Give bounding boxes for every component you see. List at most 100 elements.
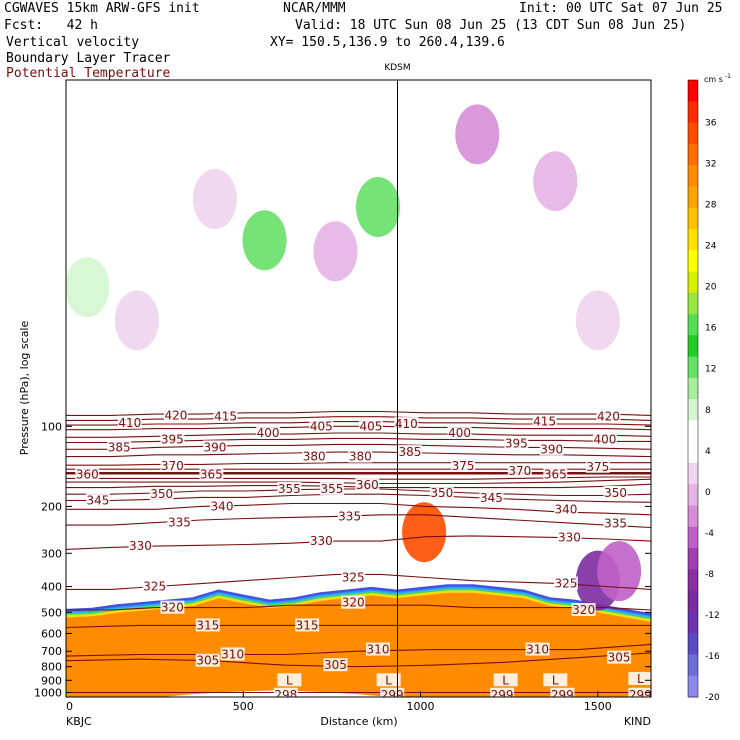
- isentrope-label-bg: [553, 576, 578, 590]
- isentrope-label-bg: [273, 687, 298, 697]
- isentrope-label-bg: [394, 416, 419, 430]
- header-model: CGWAVES 15km ARW-GFS init: [4, 1, 200, 16]
- y-tick-label: 100: [41, 420, 62, 433]
- field-potential-temperature: Potential Temperature: [6, 66, 171, 81]
- isentrope-label: 405: [359, 419, 382, 433]
- isentrope-label: 380: [303, 450, 326, 464]
- colorbar-swatch: [688, 526, 698, 549]
- isentrope-label-bg: [451, 459, 476, 473]
- isentrope-label-bg: [585, 459, 610, 473]
- isentrope-label: 360: [76, 468, 99, 482]
- isentrope-label-bg: [302, 449, 327, 463]
- vertical-velocity-cell: [114, 290, 159, 351]
- isentrope-label-bg: [525, 642, 550, 656]
- isentrope-label: 415: [533, 415, 556, 429]
- header-init: Init: 00 UTC Sat 07 Jun 25: [519, 1, 723, 16]
- isentrope-label: 305: [324, 658, 347, 672]
- colorbar-swatch: [688, 399, 698, 421]
- y-tick-label: 300: [41, 547, 62, 560]
- colorbar-swatch: [688, 250, 698, 272]
- isentrope-label-bg: [366, 642, 390, 656]
- colorbar-swatch: [688, 186, 698, 209]
- field-vertical-velocity: Vertical velocity: [6, 35, 140, 50]
- isentrope-label: L: [502, 673, 509, 687]
- isentrope-315: [66, 624, 651, 629]
- y-tick-label: 700: [41, 645, 62, 658]
- isentrope-330: [66, 535, 651, 550]
- isentrope-310: [66, 643, 651, 657]
- isentrope-label-bg: [319, 481, 344, 495]
- y-tick-label: 800: [41, 661, 62, 674]
- isentrope-label-bg: [117, 415, 142, 429]
- x-tick-label: 0: [66, 700, 73, 713]
- x-tick-label: 1000: [407, 700, 435, 713]
- isentrope-label: 365: [200, 468, 223, 482]
- colorbar-swatch: [688, 122, 698, 145]
- isentrope-label-bg: [557, 530, 582, 544]
- colorbar-swatch: [688, 165, 698, 187]
- boundary-layer-tracer-fill: [66, 592, 651, 697]
- isentrope-label-bg: [107, 440, 132, 454]
- station-marker-label: KDSM: [384, 63, 410, 73]
- colorbar-swatch: [688, 80, 698, 102]
- isentrope-label: 375: [452, 459, 475, 473]
- vertical-velocity-cell: [66, 257, 110, 318]
- isentrope-label: 325: [342, 571, 365, 585]
- isentrope-label-bg: [337, 509, 362, 523]
- colorbar-swatch: [688, 207, 698, 230]
- isentrope-label-bg: [628, 671, 651, 685]
- colorbar-swatch: [688, 143, 698, 166]
- colorbar-tick-label: -20: [705, 693, 720, 703]
- isentrope-label-bg: [504, 436, 529, 450]
- isentrope-label-bg: [376, 673, 401, 687]
- isentrope-label: 350: [150, 487, 173, 501]
- isentrope-label: 410: [395, 417, 418, 431]
- isentrope-label-bg: [447, 426, 472, 440]
- isentrope-label: 350: [430, 486, 453, 500]
- vertical-velocity-cell: [575, 290, 620, 351]
- isentrope-label: 335: [338, 509, 361, 523]
- isentrope-label-bg: [397, 445, 422, 459]
- isentrope-label-bg: [539, 442, 564, 456]
- vertical-velocity-cell: [533, 151, 578, 212]
- isentrope-label-bg: [309, 419, 334, 433]
- isentrope-label: 375: [586, 460, 609, 474]
- isentrope-label-bg: [167, 515, 192, 529]
- isentrope-label-bg: [160, 432, 185, 446]
- colorbar-unit-sup: -1: [725, 73, 731, 80]
- isentrope-label-bg: [355, 477, 380, 491]
- isentrope-label: 335: [604, 517, 627, 531]
- y-tick-label: 600: [41, 627, 62, 640]
- isentrope-label-bg: [195, 618, 220, 632]
- isentrope-label: 380: [349, 450, 372, 464]
- isentrope-label: 320: [342, 596, 365, 610]
- colorbar-unit: cm s: [704, 75, 723, 84]
- isentrope-label: 400: [448, 426, 471, 440]
- colorbar-swatch: [688, 654, 698, 677]
- y-axis-label: Pressure (hPa), log scale: [18, 321, 31, 456]
- isentrope-label: L: [286, 673, 293, 687]
- isentrope-label-bg: [277, 673, 302, 687]
- vertical-velocity-cell: [356, 176, 400, 237]
- colorbar-swatch: [688, 590, 698, 613]
- isentrope-label: 298: [274, 688, 297, 702]
- isentrope-label: 390: [203, 440, 226, 454]
- colorbar-swatch: [688, 377, 698, 400]
- isentrope-label-bg: [309, 534, 334, 548]
- header-org: NCAR/MMM: [283, 1, 346, 16]
- isentrope-420: [66, 410, 651, 416]
- isentrope-label: 355: [278, 482, 301, 496]
- y-tick-label: 500: [41, 606, 62, 619]
- header-fcst: Fcst: 42 h: [4, 18, 98, 33]
- isentrope-label: L: [552, 673, 559, 687]
- isentrope-label-bg: [507, 463, 532, 477]
- isentrope-label-bg: [160, 459, 185, 473]
- isentrope-label-bg: [199, 467, 224, 481]
- isentrope-label: 350: [604, 486, 627, 500]
- isentrope-label-bg: [149, 487, 174, 501]
- colorbar-frame: [687, 79, 699, 698]
- isentrope-label-bg: [550, 687, 575, 697]
- isentrope-label: 355: [320, 482, 343, 496]
- colorbar-tick-label: -12: [705, 611, 720, 621]
